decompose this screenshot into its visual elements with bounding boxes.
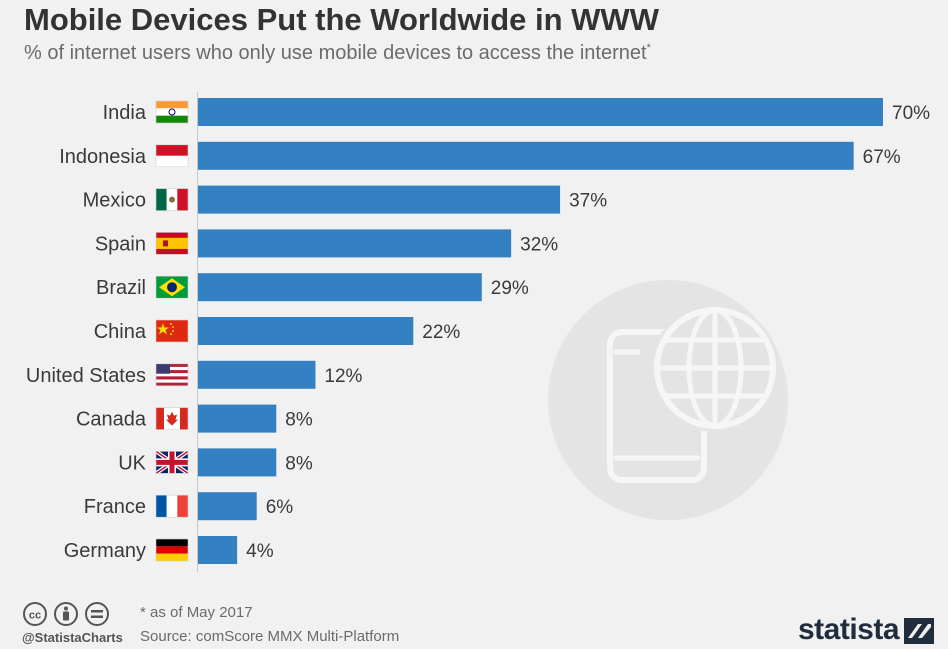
flag-uk-icon — [154, 449, 190, 476]
category-label-mexico: Mexico — [83, 190, 146, 212]
flag-india-icon — [155, 100, 189, 124]
bar-china — [198, 317, 414, 345]
no-derivatives-icon — [85, 602, 109, 626]
category-label-indonesia: Indonesia — [59, 146, 147, 168]
attribution-icon — [54, 602, 78, 626]
cc-icon: cc — [23, 602, 47, 626]
flag-mexico-icon — [155, 188, 189, 211]
bar-uk — [198, 448, 277, 477]
flag-germany-icon — [155, 538, 189, 562]
value-label-canada: 8% — [285, 410, 313, 431]
svg-text:cc: cc — [29, 610, 41, 622]
flag-brazil-icon — [155, 275, 189, 299]
subtitle-text: % of internet users who only use mobile … — [24, 42, 647, 64]
footnote: * as of May 2017 — [140, 604, 253, 621]
value-label-mexico: 37% — [569, 191, 607, 212]
bar-france — [198, 492, 257, 521]
value-label-spain: 32% — [520, 234, 558, 255]
category-label-spain: Spain — [95, 233, 146, 255]
flag-canada-icon — [155, 407, 189, 430]
bar-germany — [198, 536, 238, 564]
flag-china-icon — [155, 319, 189, 343]
bar-india — [198, 98, 883, 126]
subtitle-footnote-mark: * — [646, 42, 651, 54]
category-label-brazil: Brazil — [96, 277, 146, 299]
category-label-uk: UK — [118, 452, 146, 474]
statista-logo-icon — [904, 618, 934, 644]
statista-logo[interactable]: statista — [798, 613, 900, 646]
bar-canada — [198, 404, 277, 433]
flag-spain-icon — [155, 232, 189, 255]
source-note: Source: comScore MMX Multi-Platform — [140, 628, 400, 645]
chart-title: Mobile Devices Put the Worldwide in WWW — [24, 2, 659, 37]
category-label-canada: Canada — [76, 409, 147, 431]
bar-indonesia — [198, 141, 854, 170]
value-label-germany: 4% — [246, 541, 274, 562]
value-label-indonesia: 67% — [863, 147, 901, 168]
category-label-united-states: United States — [26, 365, 146, 387]
license-icons: cc — [23, 602, 109, 626]
bars-layer: India 70% Indonesia 67% Mexico 37% Spain 32% Bra… — [26, 98, 930, 564]
value-label-brazil: 29% — [491, 278, 529, 299]
mobile-globe-watermark-icon — [548, 280, 788, 520]
bar-spain — [198, 229, 512, 258]
category-label-india: India — [103, 102, 147, 124]
category-label-china: China — [94, 321, 147, 343]
bar-chart: India 70% Indonesia 67% Mexico 37% Spain 32% Bra… — [26, 92, 930, 572]
value-label-united-states: 12% — [324, 366, 362, 387]
category-label-germany: Germany — [64, 540, 146, 562]
value-label-france: 6% — [266, 497, 294, 518]
value-label-uk: 8% — [285, 453, 313, 474]
bar-mexico — [198, 185, 561, 214]
value-label-india: 70% — [892, 103, 930, 124]
category-label-france: France — [84, 496, 146, 518]
value-label-china: 22% — [422, 322, 460, 343]
flag-united-states-icon — [155, 363, 189, 387]
bar-united-states — [198, 360, 316, 389]
bar-brazil — [198, 273, 482, 302]
flag-france-icon — [155, 494, 189, 518]
chart-subtitle: % of internet users who only use mobile … — [24, 42, 651, 65]
statista-handle: @StatistaCharts — [22, 630, 123, 645]
flag-indonesia-icon — [155, 144, 189, 168]
